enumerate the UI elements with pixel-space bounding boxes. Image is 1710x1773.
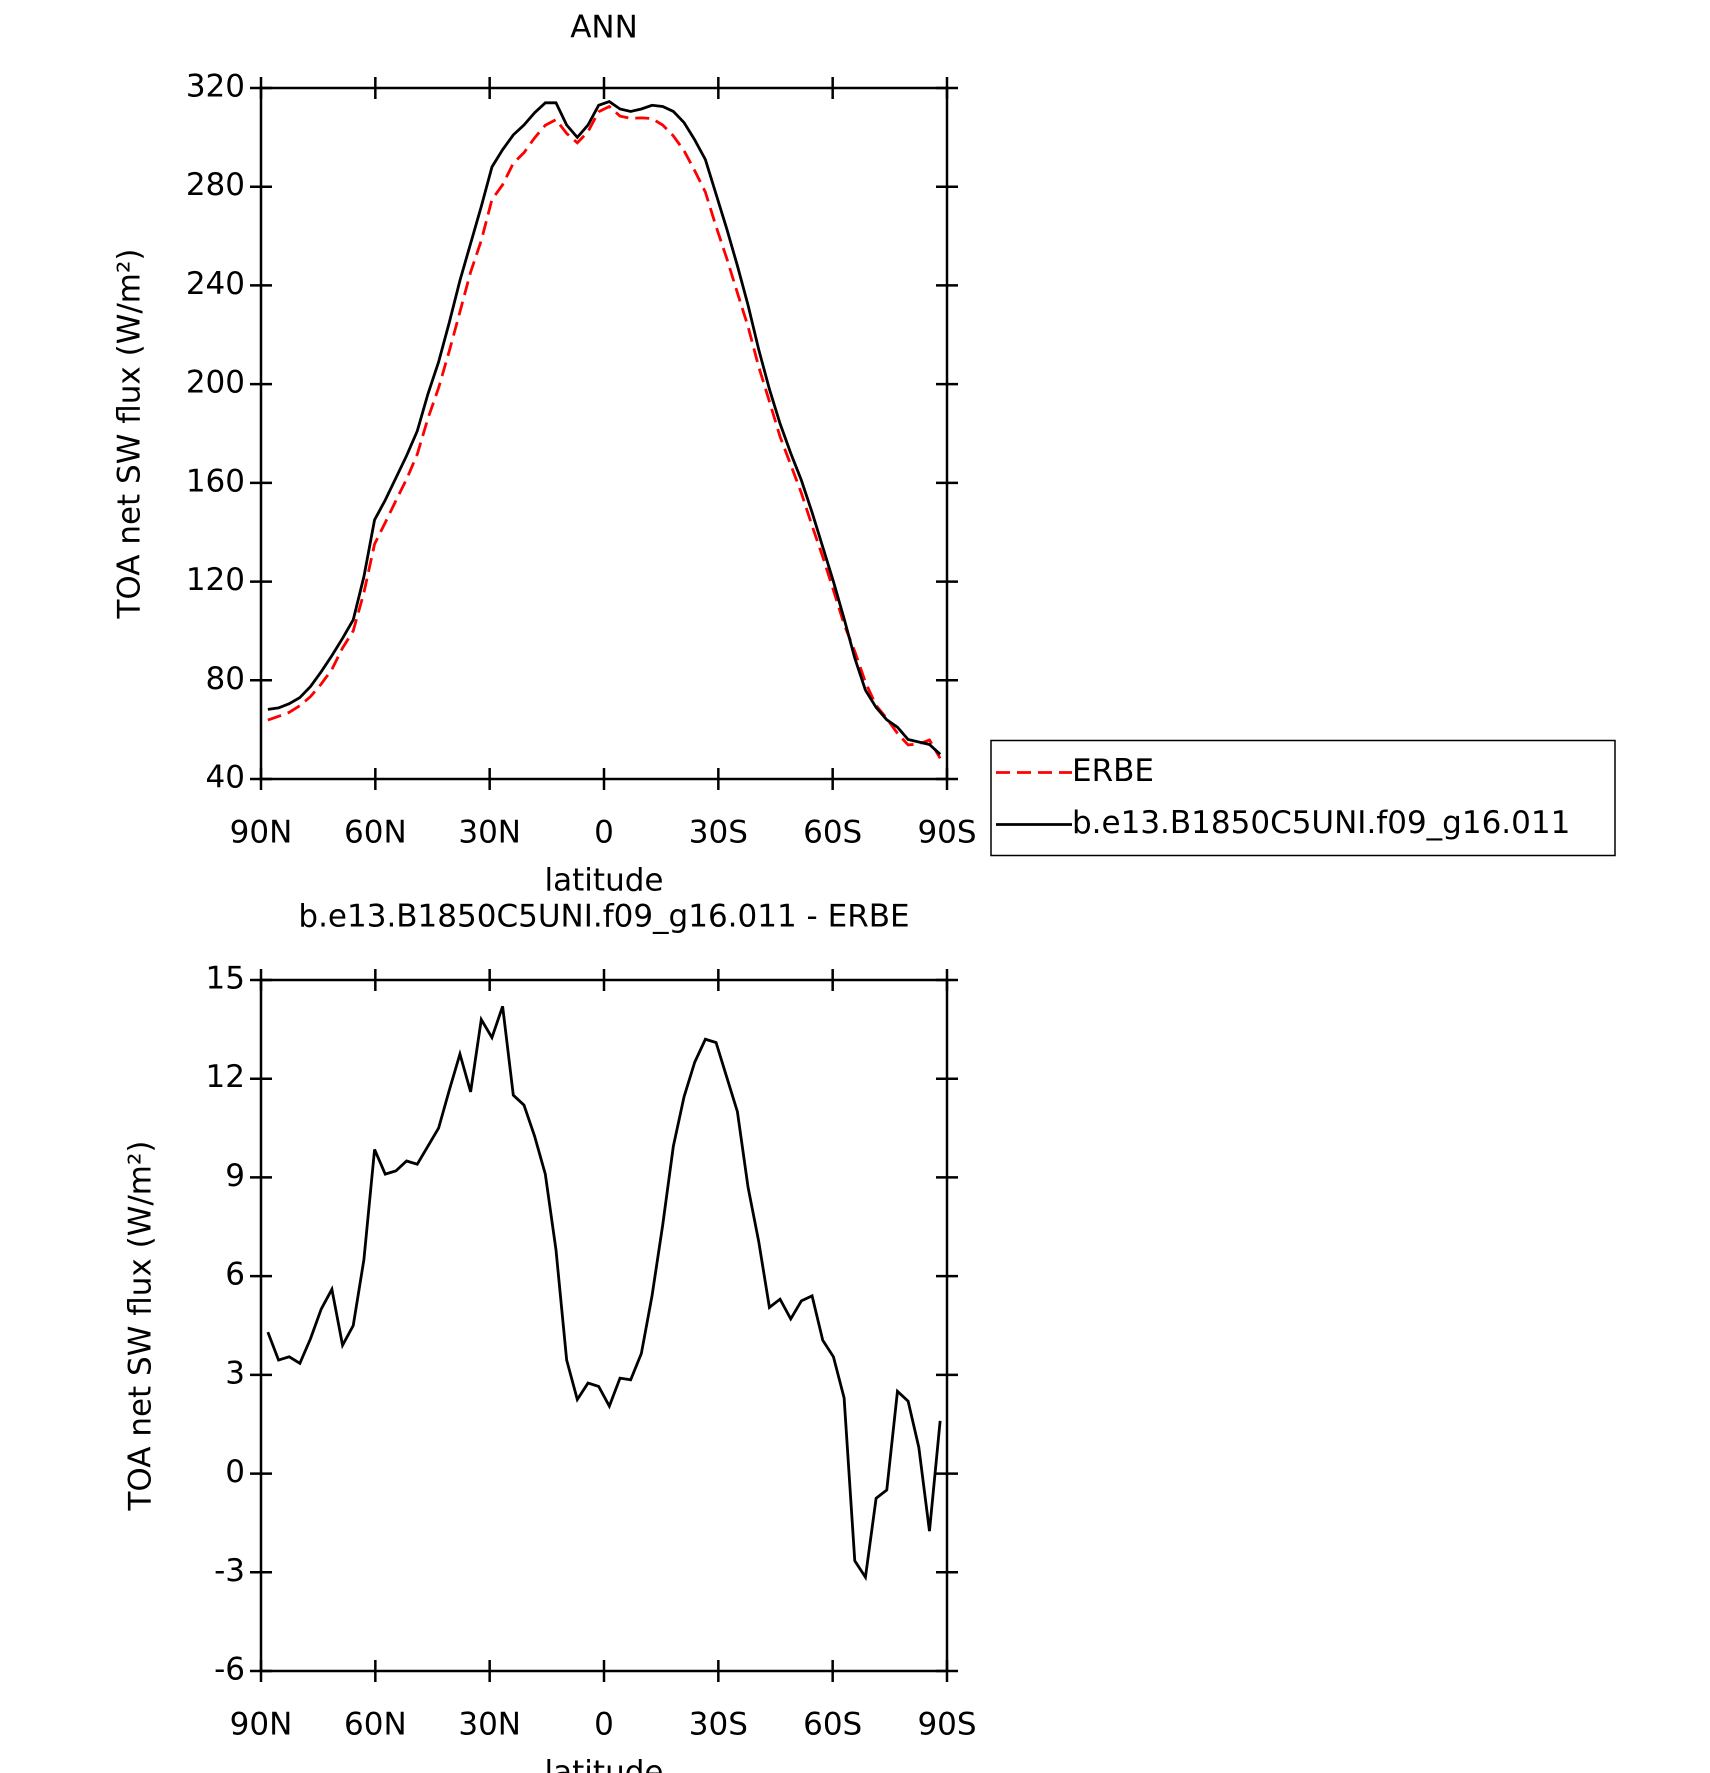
x-tick-label: 30S [689, 815, 748, 851]
data-line [266, 1005, 942, 1582]
chart-title: b.e13.B1850C5UNI.f09_g16.011 - ERBE [298, 899, 909, 935]
x-tick-label: 90N [230, 815, 293, 851]
y-tick-label: 280 [186, 167, 245, 203]
y-axis-label: TOA net SW flux (W/m²) [123, 1140, 159, 1511]
y-tick-label: 240 [186, 266, 245, 302]
x-tick-label: 90S [917, 1707, 976, 1743]
plot-frame [259, 978, 949, 1673]
y-tick-label: 3 [225, 1355, 245, 1391]
y-tick-label: -3 [214, 1553, 245, 1589]
y-tick-label: 0 [225, 1454, 245, 1490]
x-tick-label: 0 [594, 815, 614, 851]
data-line [267, 104, 942, 759]
y-axis-label: TOA net SW flux (W/m²) [112, 248, 148, 619]
x-axis-label: latitude [545, 863, 664, 899]
x-tick-label: 60N [344, 1707, 407, 1743]
x-tick-label: 30N [458, 815, 521, 851]
y-tick-label: 12 [206, 1059, 245, 1095]
x-axis-label: latitude [545, 1755, 664, 1773]
y-tick-label: 6 [225, 1257, 245, 1293]
data-line [267, 100, 942, 756]
x-tick-label: 60S [803, 815, 862, 851]
y-tick-label: 120 [186, 562, 245, 598]
x-tick-label: 90N [230, 1707, 293, 1743]
y-tick-label: 160 [186, 463, 245, 499]
y-tick-label: 9 [225, 1158, 245, 1194]
y-tick-label: -6 [214, 1652, 245, 1688]
y-tick-label: 40 [206, 760, 245, 796]
chart-title: ANN [570, 10, 638, 46]
x-tick-label: 90S [917, 815, 976, 851]
x-tick-label: 60N [344, 815, 407, 851]
legend-label: b.e13.B1850C5UNI.f09_g16.011 [1072, 805, 1570, 841]
y-tick-label: 15 [206, 961, 245, 997]
x-tick-label: 60S [803, 1707, 862, 1743]
y-tick-label: 80 [206, 661, 245, 697]
x-tick-label: 0 [594, 1707, 614, 1743]
x-tick-label: 30N [458, 1707, 521, 1743]
x-tick-label: 30S [689, 1707, 748, 1743]
y-tick-label: 200 [186, 365, 245, 401]
legend-box [990, 739, 1616, 857]
legend-label: ERBE [1072, 753, 1154, 789]
y-tick-label: 320 [186, 69, 245, 105]
plot-frame [259, 86, 949, 781]
